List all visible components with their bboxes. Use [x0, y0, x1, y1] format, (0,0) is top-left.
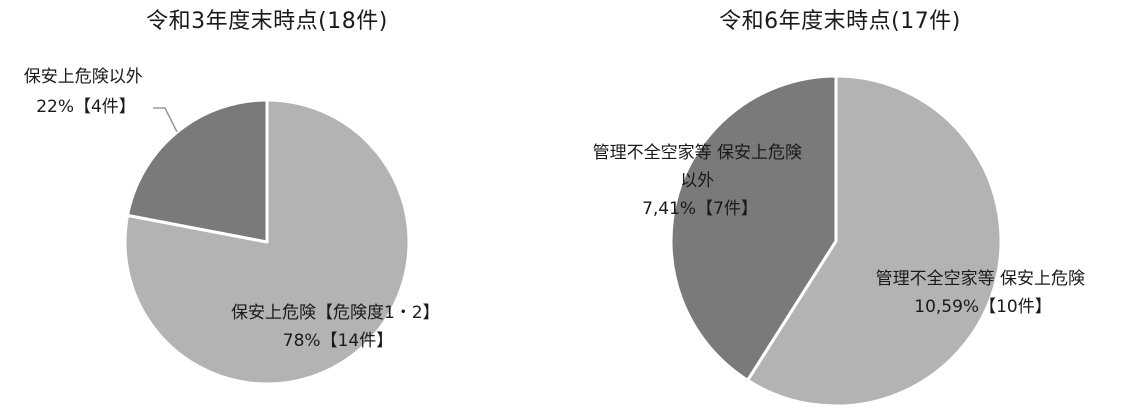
chart-1-slice-2-label-line-1: 保安上危険以外 [24, 67, 143, 87]
chart-1-slice-2 [128, 100, 267, 242]
chart-1-slice-1-label-line-2: 78%【14件】 [283, 331, 393, 351]
chart-2-slice-2-label-line-2: 以外 [680, 171, 714, 191]
chart-1-title: 令和3年度末時点(18件) [146, 9, 388, 34]
chart-2-slice-2-label-line-1: 管理不全空家等 保安上危険 [593, 143, 802, 163]
chart-1-slice-2-label-line-2: 22%【4件】 [36, 97, 136, 117]
chart-1-slice-1-label-line-1: 保安上危険【危険度1・2】 [231, 303, 440, 323]
chart-1-slice-2-label: 保安上危険以外 22%【4件】 [24, 67, 148, 117]
chart-2-slice-1-label-line-1: 管理不全空家等 保安上危険 [876, 269, 1085, 289]
chart-1-leader-line [153, 108, 177, 132]
chart-2-pie [671, 76, 1001, 406]
chart-2-slice-1-label-line-2: 10,59%【10件】 [914, 297, 1051, 317]
chart-2-slice-2-label-line-3: 7,41%【7件】 [642, 199, 758, 219]
chart-2-title: 令和6年度末時点(17件) [719, 9, 961, 34]
